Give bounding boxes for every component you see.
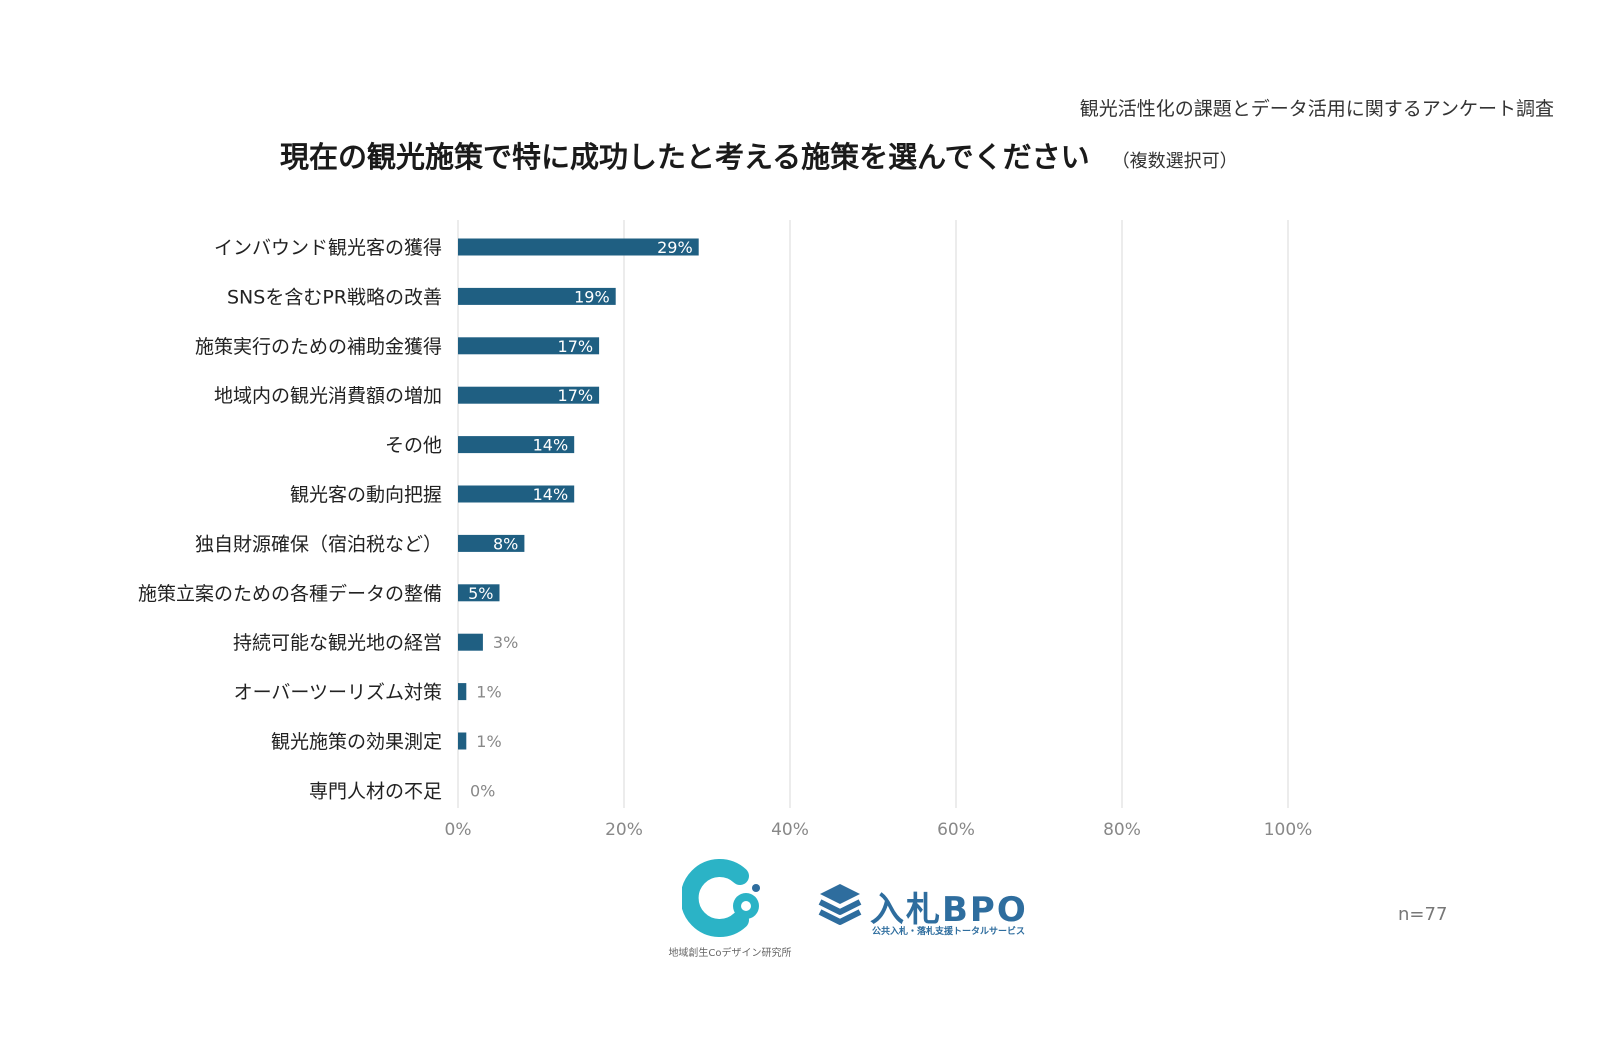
bar xyxy=(458,683,467,701)
x-tick-label: 40% xyxy=(771,820,809,840)
x-tick-label: 60% xyxy=(937,820,975,840)
x-tick-label: 20% xyxy=(605,820,643,840)
category-label: 施策実行のための補助金獲得 xyxy=(195,336,442,358)
category-label: 専門人材の不足 xyxy=(309,780,442,802)
data-label: 8% xyxy=(493,534,518,553)
co-logo-icon xyxy=(680,859,760,937)
bar xyxy=(458,485,575,503)
bar xyxy=(458,287,616,305)
data-label: 29% xyxy=(657,238,693,257)
bar xyxy=(458,436,575,454)
data-label: 17% xyxy=(558,386,594,405)
data-label: 1% xyxy=(476,683,501,702)
sample-size-label: n=77 xyxy=(1398,904,1448,925)
x-tick-label: 80% xyxy=(1103,820,1141,840)
co-design-logo: 地域創生Coデザイン研究所 xyxy=(650,858,810,959)
category-label: 持続可能な観光地の経営 xyxy=(233,632,442,654)
bpo-logo-subtext: 公共入札・落札支援トータルサービス xyxy=(872,927,1026,937)
data-label: 14% xyxy=(533,436,569,455)
bpo-logo-text: 入札BPO xyxy=(870,890,1028,930)
chart-title-text: 現在の観光施策で特に成功したと考える施策を選んでください xyxy=(280,140,1090,174)
category-label: 施策立案のための各種データの整備 xyxy=(138,583,442,605)
data-label: 1% xyxy=(476,732,501,751)
bar xyxy=(458,534,525,552)
bar-chart: 0% 20% 40% 60% 80% 100% インバウンド観光客の獲得 29% SNSを含むP… xyxy=(138,220,1313,840)
bpo-layers-icon xyxy=(818,884,862,925)
category-label: 地域内の観光消費額の増加 xyxy=(214,385,442,407)
chart-title-note: （複数選択可） xyxy=(1111,151,1238,172)
bar xyxy=(458,584,500,602)
survey-title: 観光活性化の課題とデータ活用に関するアンケート調査 xyxy=(1079,98,1554,120)
x-tick-label: 100% xyxy=(1264,820,1313,840)
bar xyxy=(458,732,467,750)
bar xyxy=(458,238,699,256)
category-label: 観光施策の効果測定 xyxy=(271,731,442,753)
bar xyxy=(458,386,600,404)
data-label: 19% xyxy=(574,287,610,306)
category-label: オーバーツーリズム対策 xyxy=(234,682,442,704)
data-label: 5% xyxy=(468,584,493,603)
co-logo-caption: 地域創生Coデザイン研究所 xyxy=(668,948,792,959)
bar xyxy=(458,633,483,651)
data-label: 3% xyxy=(493,633,518,652)
category-label: 観光客の動向把握 xyxy=(290,484,442,506)
data-label: 0% xyxy=(470,781,495,800)
chart-title: 現在の観光施策で特に成功したと考える施策を選んでください （複数選択可） xyxy=(280,134,1238,176)
category-label: その他 xyxy=(385,435,442,457)
category-label: インバウンド観光客の獲得 xyxy=(214,237,442,259)
category-label: 独自財源確保（宿泊税など） xyxy=(195,533,442,555)
data-label: 14% xyxy=(533,485,569,504)
data-label: 17% xyxy=(558,337,594,356)
x-tick-label: 0% xyxy=(445,820,472,840)
category-label: SNSを含むPR戦略の改善 xyxy=(227,286,442,308)
bar xyxy=(458,337,600,355)
